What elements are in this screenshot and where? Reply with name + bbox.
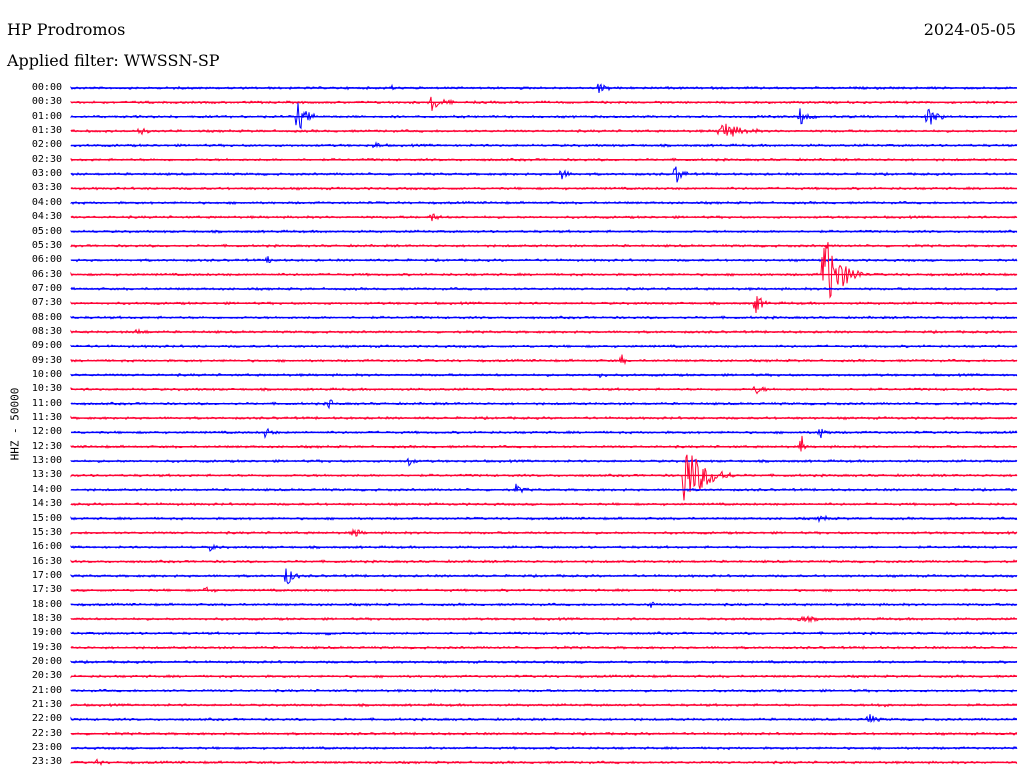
time-label: 07:30: [31, 297, 62, 309]
seismic-trace: [70, 96, 1018, 111]
time-label: 09:30: [31, 354, 62, 366]
seismic-trace: [70, 714, 1017, 723]
time-label: 17:30: [31, 584, 62, 596]
time-label: 22:30: [31, 727, 62, 739]
seismic-trace: [70, 457, 1018, 467]
seismic-trace: [70, 102, 1018, 130]
seismic-trace: [70, 427, 1018, 440]
time-label: 19:30: [31, 641, 62, 653]
time-label: 21:00: [31, 684, 62, 696]
seismic-trace: [70, 296, 1018, 314]
time-label: 04:00: [31, 196, 62, 208]
recording-date: 2024-05-05: [923, 20, 1016, 39]
time-label: 07:00: [31, 282, 62, 294]
time-label: 14:00: [31, 483, 62, 495]
time-label: 20:30: [31, 670, 62, 682]
time-label: 22:00: [31, 713, 62, 725]
time-label: 17:00: [31, 569, 62, 581]
time-label: 09:00: [31, 340, 62, 352]
time-label: 11:00: [31, 397, 62, 409]
time-label: 10:30: [31, 383, 62, 395]
time-label: 16:30: [31, 555, 62, 567]
time-label: 00:30: [31, 96, 62, 108]
time-label: 20:00: [31, 656, 62, 667]
time-label: 12:30: [31, 440, 62, 452]
time-label: 15:30: [31, 526, 62, 538]
seismic-trace: [70, 354, 1018, 366]
time-label: 12:00: [31, 426, 62, 438]
time-label: 16:00: [31, 541, 62, 553]
time-label: 14:30: [31, 498, 62, 510]
time-label: 06:00: [31, 254, 62, 266]
time-label: 23:30: [31, 756, 62, 768]
time-label: 10:00: [31, 369, 62, 380]
time-label: 13:30: [31, 469, 62, 481]
time-label: 04:30: [31, 211, 62, 223]
filter-label: Applied filter: WWSSN-SP: [7, 51, 220, 70]
time-label: 02:30: [31, 153, 62, 165]
seismic-trace: [70, 543, 1018, 552]
time-label: 01:30: [31, 125, 62, 137]
time-label: 18:00: [31, 598, 62, 610]
time-label: 08:00: [31, 311, 62, 323]
seismic-trace: [70, 123, 1017, 137]
time-label: 01:00: [31, 110, 62, 122]
station-name: HP Prodromos: [7, 20, 126, 39]
time-label: 03:30: [31, 182, 62, 194]
time-label: 02:00: [31, 139, 62, 151]
time-label: 08:30: [31, 325, 62, 337]
time-label: 05:30: [31, 239, 62, 251]
time-label: 21:30: [31, 699, 62, 711]
time-label: 23:00: [31, 742, 62, 754]
time-label: 03:00: [31, 168, 62, 180]
seismic-trace: [70, 483, 1018, 494]
seismic-trace: [70, 435, 1018, 452]
time-label: 18:30: [31, 612, 62, 624]
seismic-trace: [70, 385, 1018, 395]
time-label: 19:00: [31, 627, 62, 639]
time-label: 00:00: [31, 82, 62, 93]
time-label: 15:00: [31, 512, 62, 524]
time-label: 05:00: [31, 225, 62, 237]
seismic-trace: [70, 256, 1018, 264]
time-label: 11:30: [31, 412, 62, 424]
time-label: 13:00: [31, 455, 62, 467]
time-label: 06:30: [31, 268, 62, 280]
